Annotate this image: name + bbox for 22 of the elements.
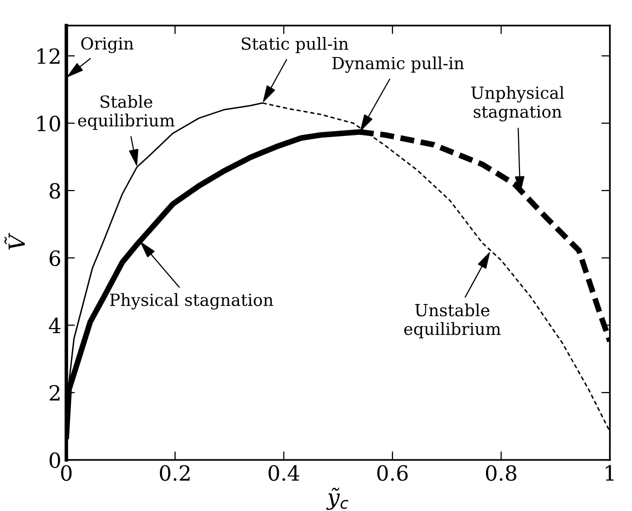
x-tick-label: 0.4	[268, 465, 300, 481]
y-tick-label: 2	[50, 385, 60, 400]
y-tick-label: 8	[50, 182, 60, 199]
annotation: Unstable equilibrium	[404, 304, 501, 338]
x-tick-label: 0.8	[486, 465, 516, 481]
x-tick-label: 0.6	[377, 465, 408, 481]
x-tick-label: 0.2	[160, 465, 190, 481]
annotation: Physical stagnation	[110, 293, 274, 310]
x-tick-label: 0	[61, 465, 72, 481]
annotation: Dynamic pull-in	[332, 56, 464, 73]
y-tick-label: 10	[38, 116, 60, 132]
annotation: Origin	[81, 37, 134, 54]
annotation: Stable equilibrium	[78, 95, 175, 130]
x-axis-title: ỹ$_{c}$	[326, 488, 348, 510]
x-tick-label: 1	[606, 465, 614, 481]
y-tick-label: 12	[38, 48, 60, 64]
annotation: Static pull-in	[242, 37, 348, 54]
y-axis-title: Ṽ	[4, 232, 25, 250]
y-tick-label: 6	[50, 250, 60, 266]
y-tick-label: 0	[50, 452, 60, 468]
y-tick-label: 4	[48, 318, 60, 334]
annotation: Unphysical stagnation	[471, 86, 564, 122]
